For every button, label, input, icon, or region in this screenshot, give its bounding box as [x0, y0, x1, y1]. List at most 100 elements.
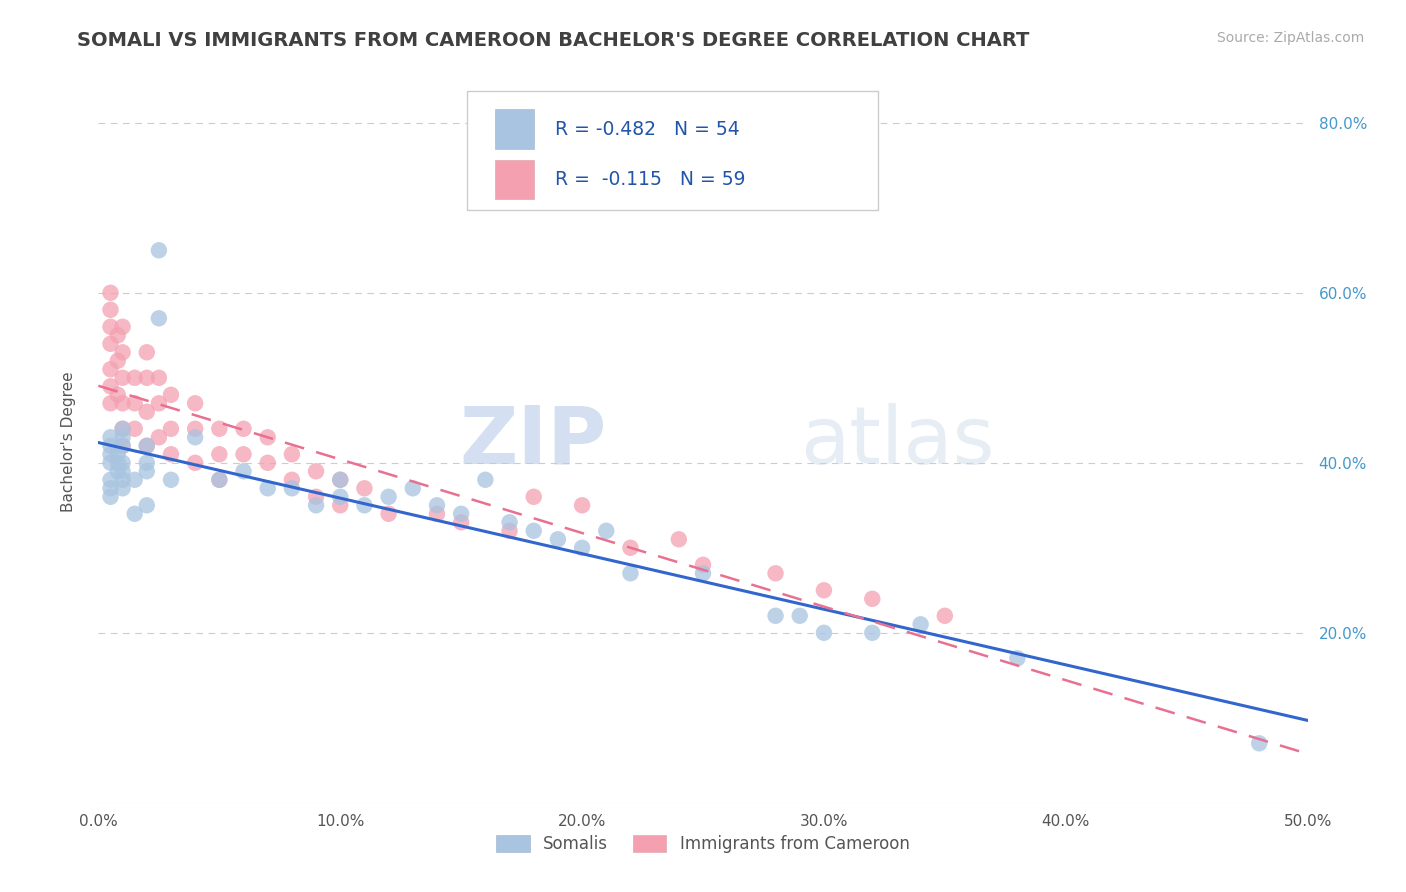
FancyBboxPatch shape	[467, 91, 879, 211]
Point	[124, 371, 146, 385]
Point	[111, 439, 134, 453]
Point	[184, 456, 207, 470]
Point	[474, 473, 496, 487]
Text: ZIP: ZIP	[458, 402, 606, 481]
Point	[329, 473, 352, 487]
Point	[426, 498, 449, 512]
Point	[547, 533, 569, 547]
Point	[111, 456, 134, 470]
Point	[100, 456, 122, 470]
Point	[934, 608, 956, 623]
Text: R =  -0.115   N = 59: R = -0.115 N = 59	[555, 170, 747, 189]
Point	[148, 430, 170, 444]
Point	[860, 591, 883, 606]
Point	[124, 422, 146, 436]
Point	[232, 447, 254, 461]
Point	[184, 396, 207, 410]
Text: R = -0.482   N = 54: R = -0.482 N = 54	[555, 120, 740, 138]
Point	[111, 345, 134, 359]
Point	[148, 371, 170, 385]
Point	[148, 396, 170, 410]
Point	[135, 371, 157, 385]
Point	[765, 608, 787, 623]
Point	[100, 447, 122, 461]
Point	[107, 353, 129, 368]
Point	[692, 558, 714, 572]
Point	[256, 456, 278, 470]
Point	[135, 439, 157, 453]
Point	[619, 566, 641, 581]
Point	[329, 498, 352, 512]
Point	[692, 566, 714, 581]
Point	[377, 490, 399, 504]
Point	[789, 608, 811, 623]
Point	[135, 345, 157, 359]
Point	[498, 524, 520, 538]
Point	[256, 481, 278, 495]
Point	[107, 328, 129, 343]
Point	[100, 319, 122, 334]
Point	[111, 439, 134, 453]
Point	[813, 583, 835, 598]
Point	[135, 498, 157, 512]
Point	[208, 473, 231, 487]
Point	[208, 422, 231, 436]
Point	[160, 473, 183, 487]
Point	[450, 516, 472, 530]
Point	[107, 388, 129, 402]
Point	[148, 311, 170, 326]
Point	[100, 285, 122, 300]
Point	[111, 422, 134, 436]
Point	[160, 447, 183, 461]
Point	[498, 516, 520, 530]
Point	[523, 490, 546, 504]
Point	[668, 533, 690, 547]
Point	[100, 473, 122, 487]
Point	[184, 430, 207, 444]
Point	[813, 625, 835, 640]
Point	[305, 490, 328, 504]
Point	[111, 473, 134, 487]
Point	[160, 388, 183, 402]
Point	[305, 464, 328, 478]
Text: SOMALI VS IMMIGRANTS FROM CAMEROON BACHELOR'S DEGREE CORRELATION CHART: SOMALI VS IMMIGRANTS FROM CAMEROON BACHE…	[77, 31, 1029, 50]
Point	[281, 473, 304, 487]
Point	[860, 625, 883, 640]
Point	[111, 430, 134, 444]
Point	[1249, 736, 1271, 750]
Point	[111, 319, 134, 334]
Bar	[495, 109, 534, 149]
Point	[111, 371, 134, 385]
Point	[124, 507, 146, 521]
Point	[426, 507, 449, 521]
Point	[281, 481, 304, 495]
Point	[305, 498, 328, 512]
Point	[111, 481, 134, 495]
Text: atlas: atlas	[800, 402, 994, 481]
Point	[100, 396, 122, 410]
Point	[1007, 651, 1029, 665]
Point	[107, 456, 129, 470]
Point	[353, 498, 375, 512]
Point	[135, 439, 157, 453]
Text: Source: ZipAtlas.com: Source: ZipAtlas.com	[1216, 31, 1364, 45]
Point	[619, 541, 641, 555]
Point	[184, 422, 207, 436]
Bar	[495, 160, 534, 200]
Point	[124, 473, 146, 487]
Point	[571, 498, 593, 512]
Point	[107, 447, 129, 461]
Point	[329, 490, 352, 504]
Point	[111, 422, 134, 436]
Point	[208, 447, 231, 461]
Point	[571, 541, 593, 555]
Point	[100, 490, 122, 504]
Point	[232, 464, 254, 478]
Point	[100, 430, 122, 444]
Point	[100, 362, 122, 376]
Point	[100, 379, 122, 393]
Point	[281, 447, 304, 461]
Point	[100, 336, 122, 351]
Point	[765, 566, 787, 581]
Point	[208, 473, 231, 487]
